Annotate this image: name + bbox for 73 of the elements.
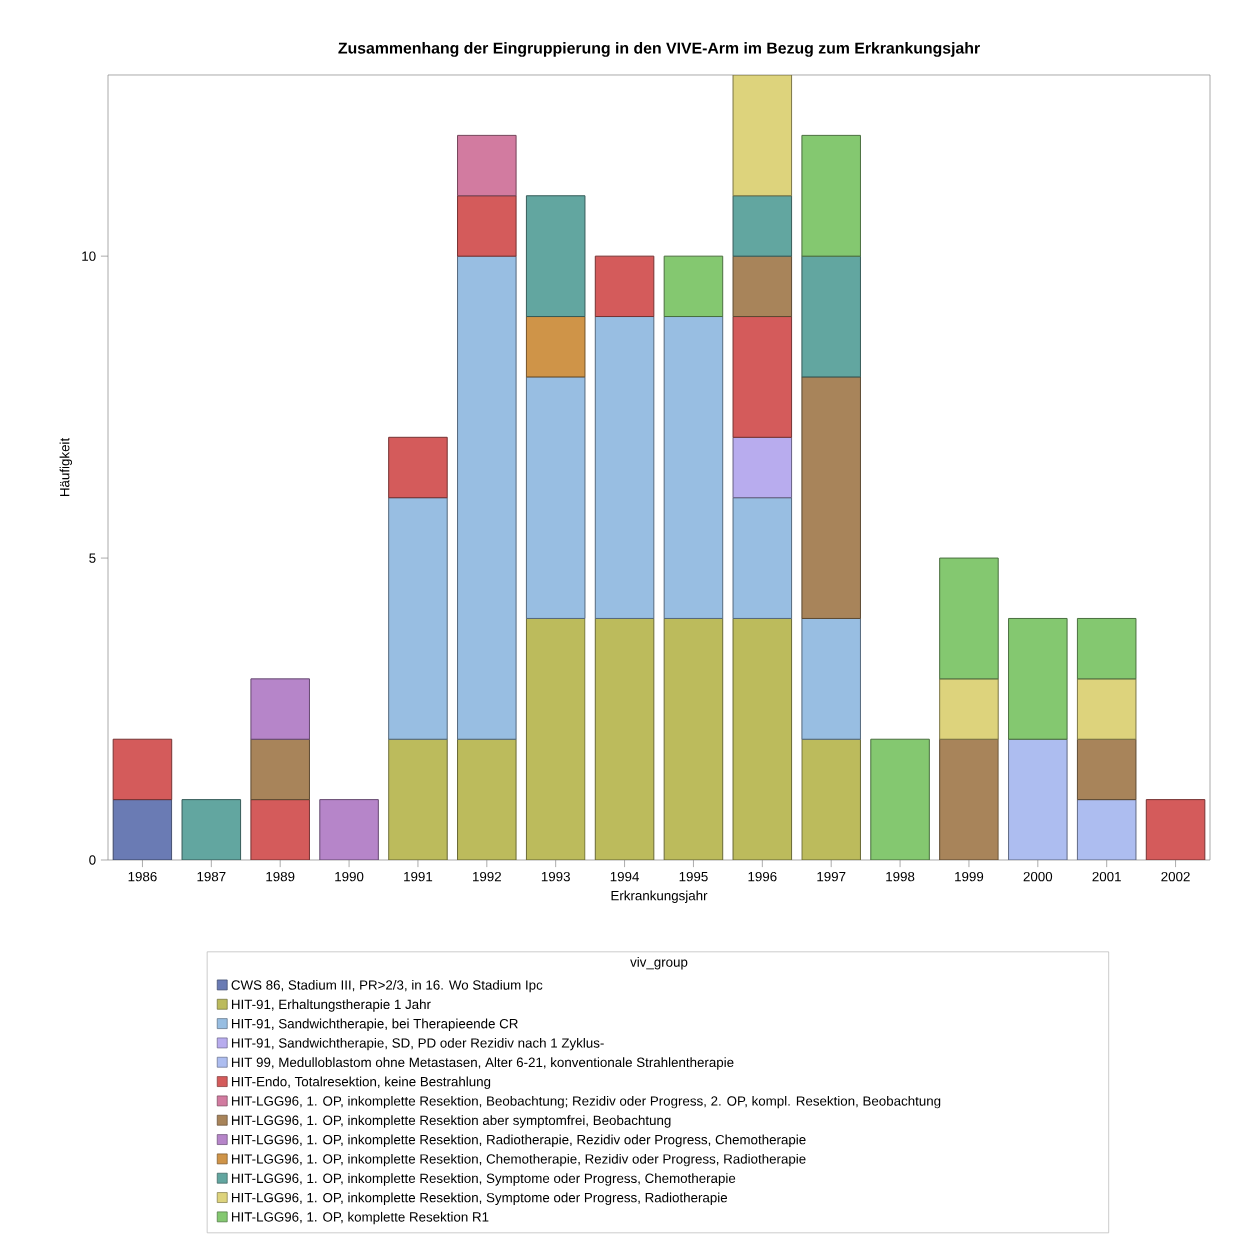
y-tick-label: 5 (89, 553, 96, 563)
bar (457, 195, 517, 257)
x-tick-label: 1986 (128, 871, 157, 882)
x-tick-label: 1996 (748, 871, 777, 882)
bar (594, 255, 655, 318)
bar (525, 617, 586, 860)
x-tick-label: 1994 (610, 871, 640, 882)
bar (457, 134, 517, 197)
legend-label: HIT-91, Erhaltungstherapie 1 Jahr (231, 999, 431, 1012)
bar (801, 376, 861, 619)
bar (732, 195, 793, 257)
legend-label: HIT-LGG96, 1. OP, inkomplette Resektion aber symptomfrei, Beobachtung (231, 1115, 671, 1128)
bar (801, 134, 861, 257)
y-tick-label: 0 (89, 855, 96, 865)
bar (388, 497, 448, 740)
legend-label: HIT-LGG96, 1. OP, inkomplette Resektion, Chemotherapie, Rezidiv oder Progress, Radiotherapie (231, 1153, 806, 1167)
bar (457, 255, 517, 740)
legend-label: HIT-91, Sandwichtherapie, SD, PD oder Rezidiv nach 1 Zyklus- (231, 1037, 604, 1051)
bar (388, 738, 448, 860)
bar (250, 678, 310, 740)
y-axis-title: Häufigkeit (59, 437, 73, 497)
x-tick-label: 1999 (955, 871, 984, 882)
x-tick-label: 1997 (817, 871, 846, 882)
x-tick-label: 1987 (197, 871, 226, 882)
x-tick-label: 2000 (1023, 871, 1053, 882)
x-tick-label: 1991 (404, 871, 433, 882)
legend-label: HIT-91, Sandwichtherapie, bei Therapieende CR (231, 1018, 518, 1032)
bar (1008, 617, 1068, 740)
bar (112, 738, 173, 801)
bar (732, 316, 793, 438)
bar (801, 617, 861, 740)
x-tick-label: 1992 (473, 871, 501, 882)
chart-title: Zusammenhang der Eingruppierung in den VIVE-Arm im Bezug zum Erkrankungsjahr (338, 42, 980, 57)
bar (801, 738, 861, 860)
bar (939, 738, 999, 860)
legend-label: HIT-Endo, Totalresektion, keine Bestrahlung (231, 1076, 491, 1090)
bar (939, 678, 999, 740)
bar (663, 255, 724, 318)
y-tick-label: 10 (82, 251, 96, 261)
legend-label: HIT-LGG96, 1. OP, komplette Resektion R1 (231, 1211, 489, 1225)
bar (732, 497, 793, 619)
x-tick-label: 1989 (266, 871, 295, 882)
bar (1076, 678, 1137, 740)
legend-label: HIT-LGG96, 1. OP, inkomplette Resektion, Beobachtung; Rezidiv oder Progress, 2. OP, kompl. Resektion, Beobachtung (231, 1095, 941, 1109)
bar (525, 376, 586, 619)
bar (594, 316, 655, 619)
x-tick-label: 1993 (541, 871, 570, 882)
x-tick-label: 2002 (1161, 871, 1190, 882)
x-axis-title: Erkrankungsjahr (611, 890, 708, 903)
x-tick-label: 1995 (679, 871, 708, 882)
x-tick-label: 1998 (886, 871, 915, 882)
bar (525, 316, 586, 378)
bar (457, 738, 517, 860)
bar (112, 799, 173, 860)
bar (525, 195, 586, 318)
bar (388, 436, 448, 499)
legend-label: HIT 99, Medulloblastom ohne Metastasen, Alter 6-21, konventionale Strahlentherapie (231, 1057, 734, 1070)
bar (663, 316, 724, 619)
bar (250, 738, 310, 801)
x-tick-label: 2001 (1092, 871, 1121, 882)
bar (1076, 738, 1137, 801)
bar (939, 557, 999, 680)
legend-label: HIT-LGG96, 1. OP, inkomplette Resektion, Symptome oder Progress, Radiotherapie (231, 1192, 728, 1205)
x-tick-label: 1990 (335, 871, 364, 882)
legend-title: viv_group (630, 956, 688, 970)
bar (732, 255, 793, 318)
legend-label: HIT-LGG96, 1. OP, inkomplette Resektion, Radiotherapie, Rezidiv oder Progress, Chemotherapie (231, 1134, 806, 1147)
legend-label: HIT-LGG96, 1. OP, inkomplette Resektion, Symptome oder Progress, Chemotherapie (231, 1173, 736, 1186)
bar (801, 255, 861, 378)
bar (732, 436, 793, 499)
legend-label: CWS 86, Stadium III, PR>2/3, in 16. Wo Stadium Ipc (231, 979, 543, 993)
bar (1076, 617, 1137, 680)
bar (870, 738, 930, 860)
